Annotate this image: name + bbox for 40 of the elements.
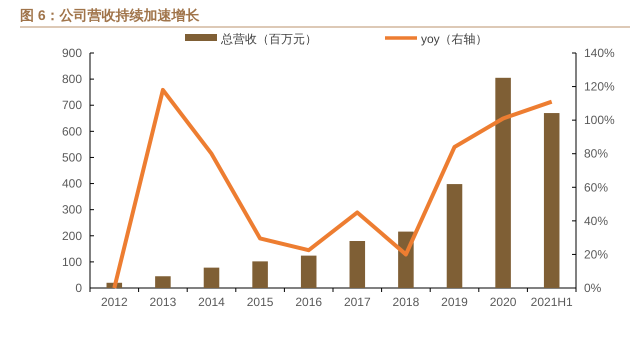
- y-tick-label: 300: [62, 202, 82, 217]
- bar: [350, 241, 366, 288]
- y-tick-label: 800: [62, 72, 82, 86]
- bar: [300, 256, 316, 288]
- y2-tick-label: 120%: [584, 80, 616, 94]
- y-tick-label: 400: [62, 176, 82, 191]
- bar: [155, 276, 171, 288]
- x-tick-label: 2014: [198, 295, 226, 309]
- x-tick-label: 2020: [490, 295, 517, 309]
- x-tick-label: 2021H1: [530, 295, 574, 309]
- y2-tick-label: 40%: [584, 214, 608, 228]
- bar: [204, 268, 220, 288]
- y2-tick-label: 140%: [584, 46, 616, 60]
- x-tick-label: 2017: [344, 295, 371, 309]
- legend-label: yoy（右轴）: [421, 32, 488, 46]
- x-tick-label: 2019: [441, 295, 468, 309]
- x-tick-label: 2012: [100, 295, 128, 309]
- title: 图 6：公司营收持续加速增长: [20, 7, 200, 23]
- y-tick-label: 900: [62, 46, 82, 60]
- y2-tick-label: 60%: [584, 180, 608, 194]
- y2-tick-label: 100%: [584, 113, 616, 128]
- y-tick-label: 100: [62, 254, 82, 269]
- bar: [495, 78, 511, 288]
- y2-tick-label: 0%: [584, 281, 602, 295]
- y-tick-label: 700: [62, 98, 82, 112]
- y2-tick-label: 20%: [584, 247, 608, 262]
- x-tick-label: 2013: [150, 295, 177, 309]
- x-tick-label: 2015: [246, 295, 274, 309]
- y-tick-label: 0: [75, 281, 82, 295]
- bar: [446, 184, 462, 288]
- x-tick-label: 2016: [295, 295, 322, 309]
- line-series: [112, 88, 554, 290]
- y-tick-label: 200: [62, 228, 82, 243]
- y-tick-label: 600: [62, 124, 82, 138]
- x-tick-label: 2018: [392, 295, 420, 309]
- y2-tick-label: 80%: [584, 146, 608, 161]
- legend-label: 总营收（百万元）: [220, 32, 317, 46]
- bar: [544, 113, 560, 288]
- bar: [252, 261, 268, 288]
- y-tick-label: 500: [62, 150, 82, 164]
